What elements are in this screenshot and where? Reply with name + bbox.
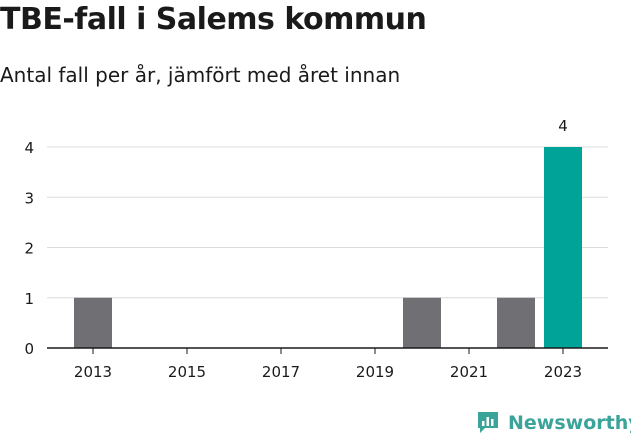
data-label-2023: 4 bbox=[558, 117, 568, 135]
x-tick-label: 2023 bbox=[544, 363, 582, 381]
y-tick-label: 3 bbox=[24, 189, 34, 207]
newsworthy-icon bbox=[478, 412, 498, 433]
chart-title: TBE-fall i Salems kommun bbox=[0, 2, 427, 37]
y-tick-label: 2 bbox=[24, 240, 34, 258]
labels: 0 1 2 3 4 4 2013 2015 2017 2019 2021 2023 bbox=[24, 117, 608, 381]
bar-2023 bbox=[544, 147, 582, 348]
x-tick-label: 2017 bbox=[262, 363, 300, 381]
bars bbox=[74, 147, 582, 348]
x-tick-label: 2013 bbox=[74, 363, 112, 381]
bar-2013 bbox=[74, 297, 112, 348]
chart-subtitle: Antal fall per år, jämfört med året inna… bbox=[0, 63, 401, 87]
bar-chart: 0 1 2 3 4 4 2013 2015 2017 2019 2021 2023 bbox=[24, 117, 608, 381]
x-tick-label: 2015 bbox=[168, 363, 206, 381]
y-tick-label: 0 bbox=[24, 340, 34, 358]
gridlines bbox=[47, 146, 608, 299]
y-tick-label: 4 bbox=[24, 139, 34, 157]
y-tick-label: 1 bbox=[24, 290, 34, 308]
x-tick-label: 2019 bbox=[356, 363, 394, 381]
x-tick-label: 2021 bbox=[450, 363, 488, 381]
brand-name: Newsworthy bbox=[508, 412, 631, 434]
bar-2022 bbox=[497, 297, 535, 348]
newsworthy-logo: Newsworthy bbox=[476, 408, 631, 438]
bar-2020 bbox=[403, 297, 441, 348]
